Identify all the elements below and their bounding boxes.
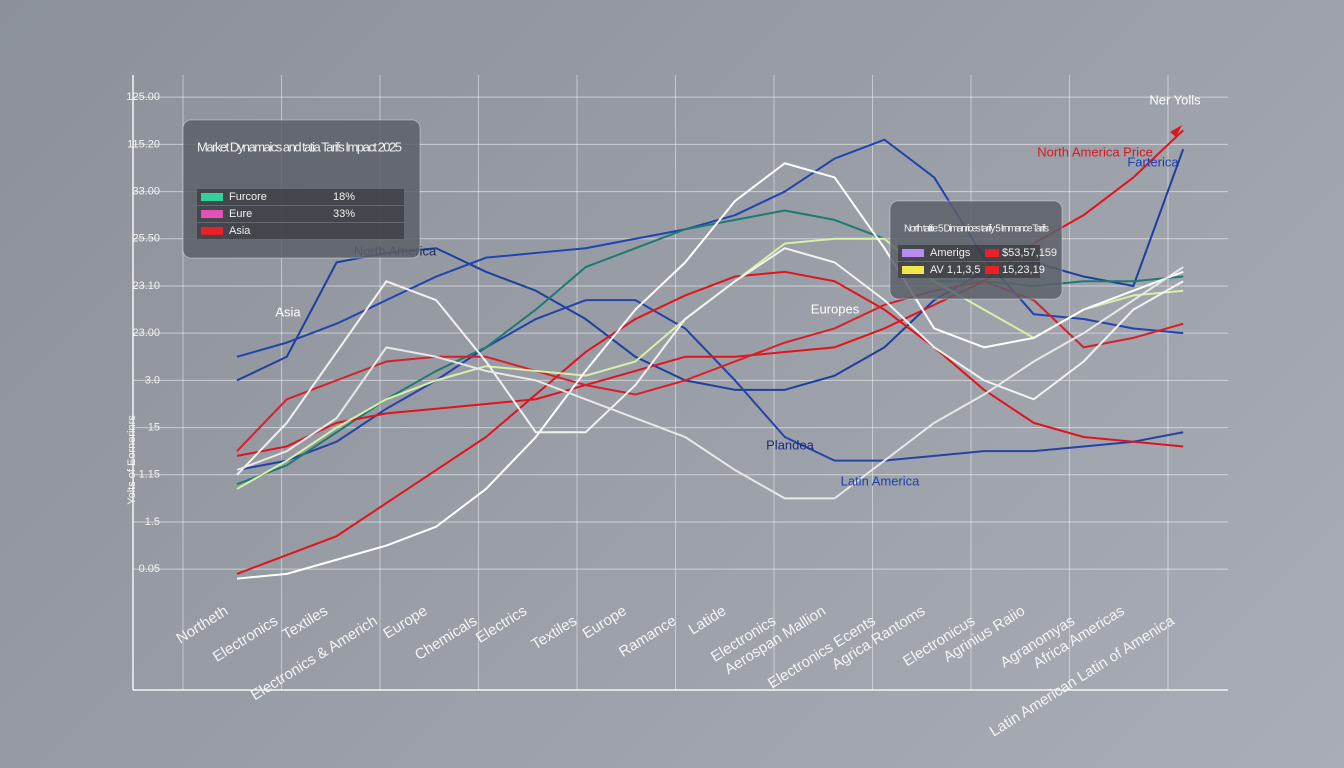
legend-row [197, 189, 404, 205]
legend-label: Furcore [229, 191, 267, 203]
annotation: Latin America [841, 473, 921, 488]
x-tick-label: Ramance [616, 612, 679, 660]
arrow-head [1170, 125, 1182, 137]
x-tick-label: Europe [380, 602, 430, 642]
x-tick-label: Northeth [173, 602, 231, 647]
y-tick-label: 25.50 [132, 233, 160, 245]
legend-row [197, 223, 404, 239]
y-tick-label: 23.00 [132, 327, 160, 339]
x-tick-label: Textiles [528, 612, 579, 653]
annotation: Farterica [1127, 154, 1179, 169]
annotation: Ner Yolls [1149, 92, 1201, 107]
legend-label: Asia [229, 225, 251, 237]
legend-value: $53,57,159 [1002, 247, 1057, 259]
annotation: Plandea [766, 437, 814, 452]
legend-value: 15,23,19 [1002, 264, 1045, 276]
legend-value: 33% [333, 208, 355, 220]
line-series [236, 299, 1184, 472]
annotation: Europes [811, 301, 860, 316]
line-series [236, 266, 1184, 500]
annotation: North America Price [1037, 144, 1153, 159]
y-axis-label: Yolts of Eornerinrs [126, 415, 138, 505]
y-tick-label: 0.05 [139, 563, 160, 575]
y-tick-label: 3.0 [145, 374, 160, 386]
y-tick-label: 125.00 [126, 91, 160, 103]
y-tick-label: 23.10 [132, 280, 160, 292]
x-tick-label: Textiles [279, 602, 330, 643]
line-series [236, 138, 1184, 358]
legend-swatch [902, 266, 924, 274]
legend-title: North tatitie 5 Dimanrices tarify 5 Irnm… [904, 224, 1049, 235]
x-tick-label: Europe [580, 602, 630, 642]
legend-swatch [201, 227, 223, 235]
x-tick-label: Latide [686, 602, 730, 638]
x-tick-label: Electrics [473, 602, 530, 646]
legend-swatch [201, 210, 223, 218]
legend-row [898, 245, 1040, 261]
legend-label: Eure [229, 208, 252, 220]
legend-row [197, 206, 404, 222]
y-tick-label: 1.5 [145, 516, 160, 528]
annotation: Asia [275, 304, 301, 319]
legend-swatch [985, 266, 999, 274]
legend-swatch [201, 193, 223, 201]
line-series [236, 247, 1184, 476]
legend-title: Market Dynamaics and tatia Tarifs Impact… [197, 139, 402, 154]
line-series [236, 270, 1184, 575]
legend-label: Amerigs [930, 247, 971, 259]
y-tick-label: 1.15 [139, 469, 160, 481]
legend-label: AV 1,1,3,5 [930, 264, 981, 276]
legend-row [898, 262, 1040, 278]
y-tick-label: 15 [148, 421, 160, 433]
line-series [236, 162, 1184, 580]
legend-swatch [902, 249, 924, 257]
legend-swatch [985, 249, 999, 257]
legend-value: 18% [333, 191, 355, 203]
y-tick-label: 33.00 [132, 185, 160, 197]
y-tick-label: 115.20 [127, 138, 160, 150]
